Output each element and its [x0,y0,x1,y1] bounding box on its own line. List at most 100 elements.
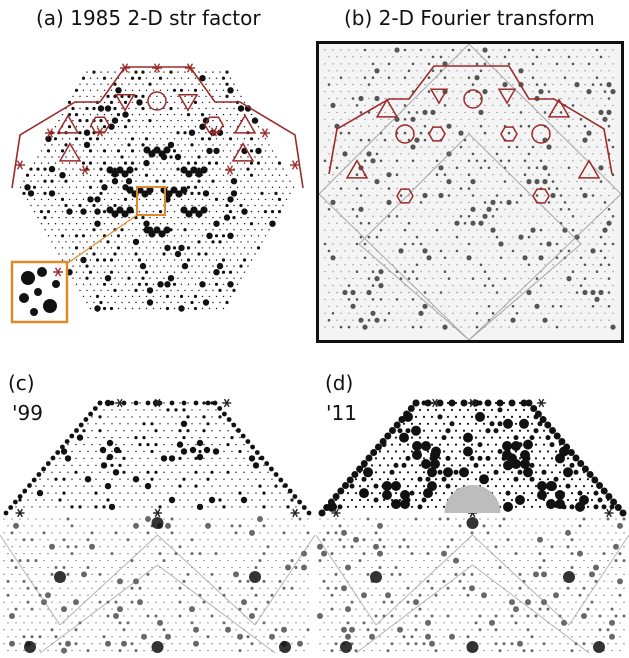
diffraction-spot [549,442,555,448]
diffraction-spot [364,312,366,314]
diffraction-spot [177,71,179,73]
diffraction-spot [611,242,615,246]
diffraction-spot [247,649,249,652]
diffraction-spot [576,222,578,224]
diffraction-spot [67,485,69,487]
diffraction-spot [150,449,154,454]
diffraction-spot [378,269,384,275]
diffraction-spot [31,622,33,624]
diffraction-spot [131,271,134,273]
diffraction-spot [328,139,330,141]
diffraction-spot [279,525,281,527]
diffraction-spot [219,204,221,207]
diffraction-spot [516,285,518,287]
diffraction-spot [580,160,582,162]
diffraction-spot [151,552,153,555]
diffraction-spot [460,104,462,106]
diffraction-spot [72,119,74,122]
diffraction-spot [472,97,474,100]
diffraction-spot [131,223,134,225]
diffraction-spot [163,573,165,576]
diffraction-spot [43,559,45,562]
diffraction-spot [123,532,125,534]
diffraction-spot [386,199,392,205]
diffraction-spot [254,192,256,195]
diffraction-spot [177,216,179,219]
diffraction-spot [592,319,594,321]
diffraction-spot [388,257,390,259]
diffraction-spot [159,138,162,140]
diffraction-spot [511,546,513,548]
lattice-line [468,44,621,195]
diffraction-spot [532,312,534,314]
diffraction-spot [376,305,378,307]
diffraction-spot [131,126,134,128]
diffraction-spot [51,587,53,589]
diffraction-spot [15,594,17,596]
edge-spot [22,488,28,494]
diffraction-spot [259,546,261,548]
diffraction-spot [186,246,191,250]
diffraction-spot [600,208,602,210]
diffraction-spot [142,241,144,243]
diffraction-spot [470,179,476,185]
diffraction-spot [208,174,211,176]
diffraction-spot [88,137,93,141]
diffraction-spot [250,259,253,261]
diffraction-spot [71,450,73,453]
diffraction-spot [127,492,129,494]
diffraction-spot [34,559,38,563]
diffraction-spot [503,501,513,512]
diffraction-spot [231,506,233,508]
diffraction-spot [199,281,206,288]
diffraction-spot [155,601,157,603]
diffraction-spot [527,546,529,548]
diffraction-spot [194,484,198,488]
diffraction-spot [268,168,270,170]
diffraction-spot [171,629,173,631]
diffraction-spot [592,236,594,238]
diffraction-spot [3,587,5,589]
diffraction-spot [47,580,49,583]
diffraction-spot [61,162,64,164]
diffraction-spot [592,153,594,155]
diffraction-spot [162,628,166,632]
diffraction-spot [471,559,473,562]
diffraction-spot [419,48,423,52]
diffraction-spot [233,253,235,255]
diffraction-spot [195,532,197,534]
diffraction-spot [607,305,611,308]
diffraction-spot [89,113,92,116]
diffraction-spot [437,469,443,475]
diffraction-spot [275,216,277,219]
diffraction-spot [61,210,64,213]
diffraction-spot [207,539,209,541]
diffraction-spot [100,289,102,292]
diffraction-spot [554,464,558,467]
diffraction-spot [403,270,407,273]
diffraction-spot [291,518,293,520]
diffraction-spot [396,201,398,203]
star-marker [80,165,90,175]
diffraction-spot [340,271,342,273]
diffraction-spot [99,191,103,195]
diffraction-spot [508,118,510,120]
diffraction-spot [375,587,377,589]
diffraction-spot [584,305,586,307]
diffraction-spot [61,138,64,140]
diffraction-spot [358,95,364,102]
diffraction-spot [443,467,453,478]
diffraction-spot [384,70,386,72]
diffraction-spot [468,201,470,203]
diffraction-spot [524,298,526,300]
diffraction-spot [199,525,201,527]
diffraction-spot [535,277,539,280]
diffraction-spot [103,409,105,411]
diffraction-spot [476,201,478,203]
diffraction-spot [359,587,361,589]
diffraction-spot [47,492,49,494]
diffraction-spot [427,539,429,541]
diffraction-spot [166,138,169,140]
diffraction-spot [532,91,534,93]
diffraction-spot [226,241,228,243]
